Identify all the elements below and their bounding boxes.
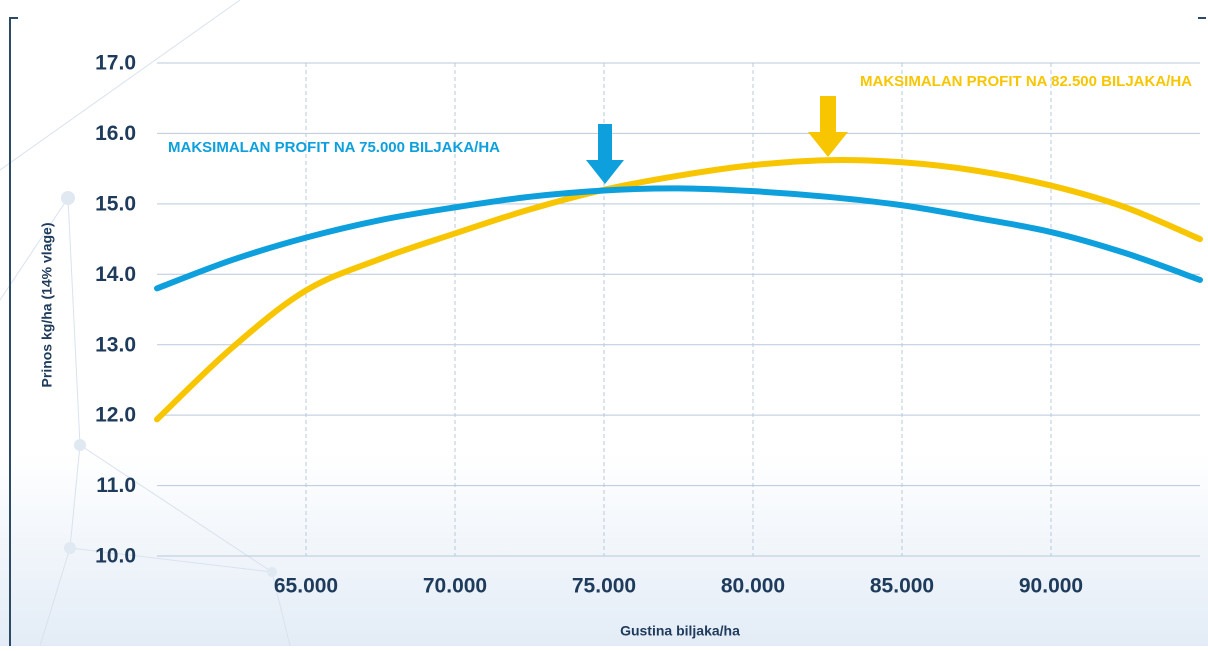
annotation: MAKSIMALAN PROFIT NA 82.500 BILJAKA/HA [860,73,1192,90]
x-tick-label: 75.000 [572,575,636,598]
x-axis-label: Gustina biljaka/ha [620,623,740,639]
arrow [586,124,624,184]
decor-nodes [61,191,277,577]
y-tick-label: 17.0 [95,52,136,75]
y-tick-label: 15.0 [95,192,136,215]
x-tick-label: 85.000 [870,575,934,598]
frame [9,17,18,646]
y-tick-label: 16.0 [95,122,136,145]
x-tick-label: 80.000 [721,575,785,598]
x-tick-label: 70.000 [423,575,487,598]
y-tick-label: 12.0 [95,404,136,427]
arrow [808,96,848,157]
y-tick-label: 11.0 [96,474,136,497]
series-line [154,185,1203,292]
annotation: MAKSIMALAN PROFIT NA 75.000 BILJAKA/HA [168,139,500,156]
y-tick-label: 13.0 [95,333,136,356]
x-tick-label: 65.000 [274,575,338,598]
y-axis-label: Prinos kg/ha (14% vlage) [39,223,55,388]
series-line [154,157,1203,423]
y-tick-label: 14.0 [95,263,136,286]
x-tick-label: 90.000 [1019,575,1083,598]
decor-network [0,0,291,647]
y-tick-label: 10.0 [95,545,136,568]
